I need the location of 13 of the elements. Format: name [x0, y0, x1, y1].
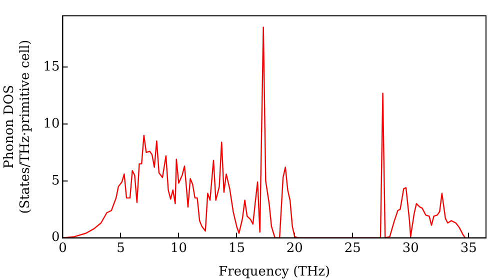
x-tick-label: 15: [228, 240, 245, 256]
x-tick-label: 5: [116, 240, 125, 256]
x-tick-label: 25: [344, 240, 361, 256]
y-axis-title: Phonon DOS (States/THz·primitive cell): [2, 40, 33, 214]
y-tick-label: 15: [43, 59, 60, 74]
y-tick-label: 0: [51, 230, 60, 246]
x-tick-label: 20: [286, 240, 303, 256]
x-tick-label: 10: [170, 240, 187, 256]
x-axis-title: Frequency (THz): [218, 264, 330, 280]
y-tick-label: 10: [43, 116, 60, 132]
y-tick-label: 5: [51, 173, 60, 188]
x-tick-label: 30: [402, 240, 419, 256]
x-tick-label: 35: [460, 240, 477, 256]
